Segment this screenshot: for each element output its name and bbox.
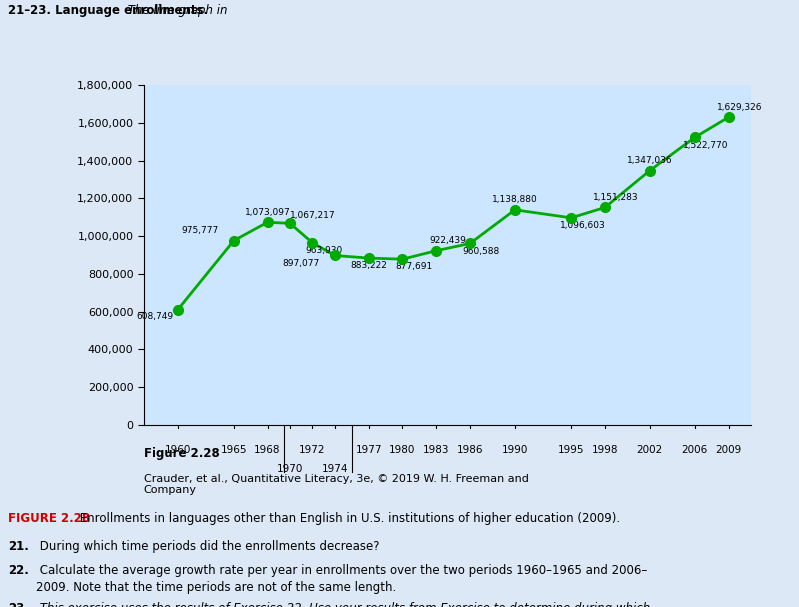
Text: 608,749: 608,749 (137, 312, 173, 321)
Text: 883,222: 883,222 (350, 262, 388, 270)
Text: 1,522,770: 1,522,770 (683, 141, 729, 149)
Text: Crauder, et al., Quantitative Literacy, 3e, © 2019 W. H. Freeman and
Company: Crauder, et al., Quantitative Literacy, … (144, 473, 529, 495)
Text: 23.: 23. (8, 602, 29, 607)
Text: 1,096,603: 1,096,603 (559, 221, 606, 230)
Text: 897,077: 897,077 (283, 259, 320, 268)
Text: 1968: 1968 (254, 446, 280, 455)
Text: 1,067,217: 1,067,217 (290, 211, 336, 220)
Text: 960,588: 960,588 (463, 247, 500, 256)
Text: 1983: 1983 (423, 446, 450, 455)
Text: 21.: 21. (8, 540, 29, 553)
Text: During which time periods did the enrollments decrease?: During which time periods did the enroll… (36, 540, 380, 553)
Text: 1977: 1977 (356, 446, 382, 455)
Text: 1,347,036: 1,347,036 (627, 156, 673, 165)
Text: 1,138,880: 1,138,880 (492, 195, 538, 204)
Text: 877,691: 877,691 (395, 262, 432, 271)
Text: The line graph in: The line graph in (124, 4, 231, 16)
Text: 1,073,097: 1,073,097 (244, 208, 290, 217)
Text: 2006: 2006 (682, 446, 708, 455)
Text: 1980: 1980 (389, 446, 415, 455)
Text: Figure 2.28: Figure 2.28 (144, 447, 220, 460)
Text: This exercise uses the results of Exercise 22. Use your results from Exercise to: This exercise uses the results of Exerci… (36, 602, 650, 607)
Text: 1986: 1986 (457, 446, 483, 455)
Text: 2009. Note that the time periods are not of the same length.: 2009. Note that the time periods are not… (36, 582, 396, 594)
Text: Calculate the average growth rate per year in enrollments over the two periods 1: Calculate the average growth rate per ye… (36, 564, 647, 577)
Text: 2009: 2009 (715, 446, 741, 455)
Text: Enrollments in languages other than English in U.S. institutions of higher educa: Enrollments in languages other than Engl… (76, 512, 620, 525)
Text: 1970: 1970 (276, 464, 303, 474)
Text: 963,930: 963,930 (305, 246, 342, 255)
Text: 21–23. Language enrollments.: 21–23. Language enrollments. (8, 4, 208, 16)
Text: 1,151,283: 1,151,283 (594, 193, 639, 202)
Text: 1,629,326: 1,629,326 (717, 103, 762, 112)
Text: 1960: 1960 (165, 446, 191, 455)
Text: 1995: 1995 (558, 446, 584, 455)
Text: 1972: 1972 (300, 446, 326, 455)
Text: 1990: 1990 (502, 446, 528, 455)
Text: FIGURE 2.28: FIGURE 2.28 (8, 512, 90, 525)
Text: 975,777: 975,777 (181, 226, 219, 235)
Text: 1998: 1998 (591, 446, 618, 455)
Text: 22.: 22. (8, 564, 29, 577)
Text: 922,439: 922,439 (429, 236, 466, 245)
Text: 1965: 1965 (221, 446, 247, 455)
Text: 2002: 2002 (637, 446, 663, 455)
Text: 1974: 1974 (322, 464, 348, 474)
